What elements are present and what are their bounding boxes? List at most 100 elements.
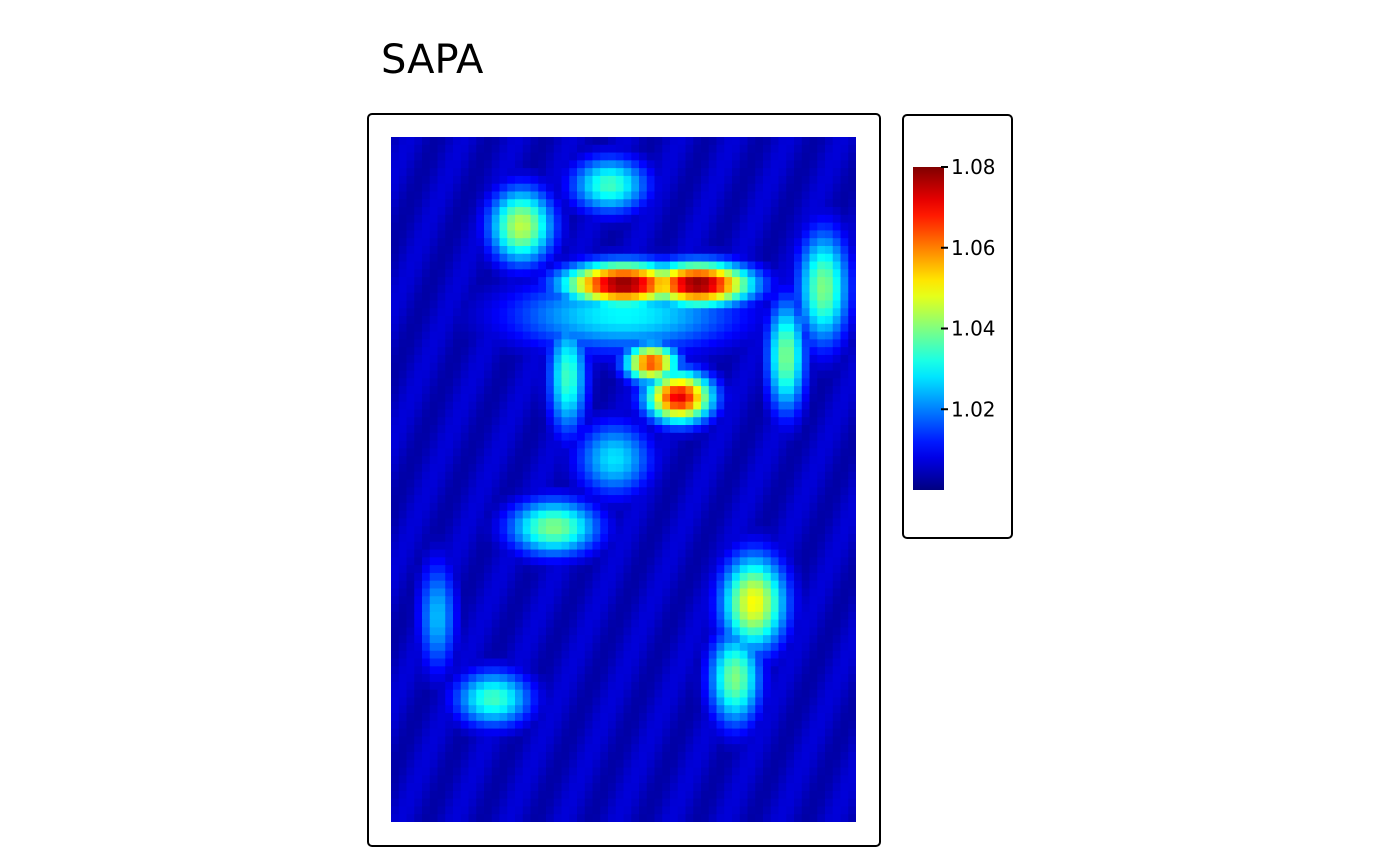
heatmap-cell: [491, 744, 501, 753]
heatmap-cell: [546, 417, 555, 426]
heatmap-cell: [546, 160, 555, 169]
heatmap-cell: [391, 751, 400, 761]
heatmap-cell: [801, 736, 811, 745]
heatmap-cell: [832, 495, 842, 504]
heatmap-cell: [569, 284, 578, 294]
heatmap-cell: [732, 720, 741, 730]
heatmap-cell: [429, 292, 439, 302]
heatmap-cell: [530, 160, 539, 169]
heatmap-cell: [615, 308, 625, 317]
heatmap-cell: [716, 168, 725, 177]
heatmap-cell: [491, 549, 501, 558]
heatmap-cell: [708, 354, 718, 364]
heatmap-cell: [631, 658, 640, 667]
heatmap-cell: [755, 378, 764, 387]
heatmap-cell: [825, 705, 834, 714]
heatmap-cell: [670, 160, 679, 169]
heatmap-cell: [708, 144, 718, 154]
heatmap-cell: [422, 152, 431, 161]
heatmap-cell: [608, 160, 617, 169]
heatmap-cell: [491, 253, 501, 263]
heatmap-cell: [491, 681, 501, 691]
heatmap-cell: [569, 222, 578, 232]
heatmap-cell: [639, 347, 648, 356]
heatmap-cell: [848, 432, 856, 442]
heatmap-cell: [747, 565, 756, 574]
heatmap-cell: [391, 775, 400, 784]
heatmap-cell: [770, 666, 780, 675]
heatmap-cell: [724, 362, 733, 372]
heatmap-cell: [708, 502, 718, 512]
heatmap-cell: [794, 230, 803, 239]
heatmap-cell: [832, 245, 842, 255]
heatmap-cell: [592, 518, 601, 527]
heatmap-cell: [437, 479, 446, 488]
heatmap-cell: [677, 775, 687, 784]
heatmap-cell: [515, 751, 524, 761]
heatmap-cell: [391, 518, 400, 527]
heatmap-cell: [608, 137, 617, 146]
heatmap-cell: [763, 635, 772, 644]
heatmap-cell: [499, 479, 508, 488]
heatmap-cell: [561, 759, 570, 769]
heatmap-cell: [429, 642, 439, 652]
heatmap-cell: [391, 549, 400, 558]
heatmap-cell: [732, 487, 741, 496]
heatmap-cell: [778, 611, 787, 621]
heatmap-cell: [770, 175, 780, 185]
heatmap-cell: [391, 292, 400, 302]
heatmap-cell: [848, 316, 856, 325]
heatmap-cell: [414, 300, 423, 309]
heatmap-cell: [732, 144, 741, 154]
heatmap-cell: [778, 596, 787, 605]
heatmap-cell: [468, 705, 477, 714]
heatmap-cell: [584, 549, 594, 558]
heatmap-cell: [763, 596, 772, 605]
heatmap-cell: [670, 619, 679, 628]
heatmap-cell: [623, 487, 632, 496]
heatmap-cell: [662, 689, 671, 699]
heatmap-cell: [460, 432, 470, 442]
heatmap-cell: [391, 207, 400, 216]
heatmap-cell: [825, 588, 834, 597]
heatmap-cell: [453, 463, 462, 473]
heatmap-cell: [507, 261, 516, 270]
heatmap-cell: [739, 417, 749, 426]
heatmap-cell: [786, 401, 795, 411]
heatmap-cell: [832, 152, 842, 161]
heatmap-cell: [639, 425, 648, 434]
heatmap-cell: [615, 323, 625, 333]
heatmap-cell: [453, 518, 462, 527]
heatmap-cell: [763, 393, 772, 403]
heatmap-cell: [817, 386, 826, 395]
heatmap-cell: [445, 323, 454, 333]
heatmap-cell: [592, 596, 601, 605]
heatmap-cell: [437, 471, 446, 481]
heatmap-cell: [848, 253, 856, 263]
heatmap-cell: [646, 751, 656, 761]
heatmap-cell: [677, 160, 687, 169]
heatmap-cell: [747, 604, 756, 613]
heatmap-cell: [561, 767, 570, 776]
heatmap-cell: [391, 253, 400, 263]
heatmap-cell: [732, 588, 741, 597]
heatmap-cell: [515, 681, 524, 691]
heatmap-cell: [538, 619, 547, 628]
heatmap-cell: [499, 401, 508, 411]
heatmap-cell: [615, 666, 625, 675]
heatmap-cell: [468, 627, 477, 636]
heatmap-cell: [530, 152, 539, 161]
heatmap-cell: [755, 448, 764, 457]
heatmap-cell: [716, 705, 725, 714]
heatmap-cell: [391, 736, 400, 745]
heatmap-cell: [445, 214, 454, 224]
heatmap-cell: [832, 650, 842, 660]
heatmap-cell: [716, 526, 725, 535]
heatmap-cell: [778, 261, 787, 270]
heatmap-cell: [654, 674, 663, 683]
heatmap-cell: [584, 323, 594, 333]
heatmap-cell: [445, 238, 454, 247]
heatmap-cell: [453, 300, 462, 309]
heatmap-cell: [670, 401, 679, 411]
heatmap-cell: [716, 425, 725, 434]
